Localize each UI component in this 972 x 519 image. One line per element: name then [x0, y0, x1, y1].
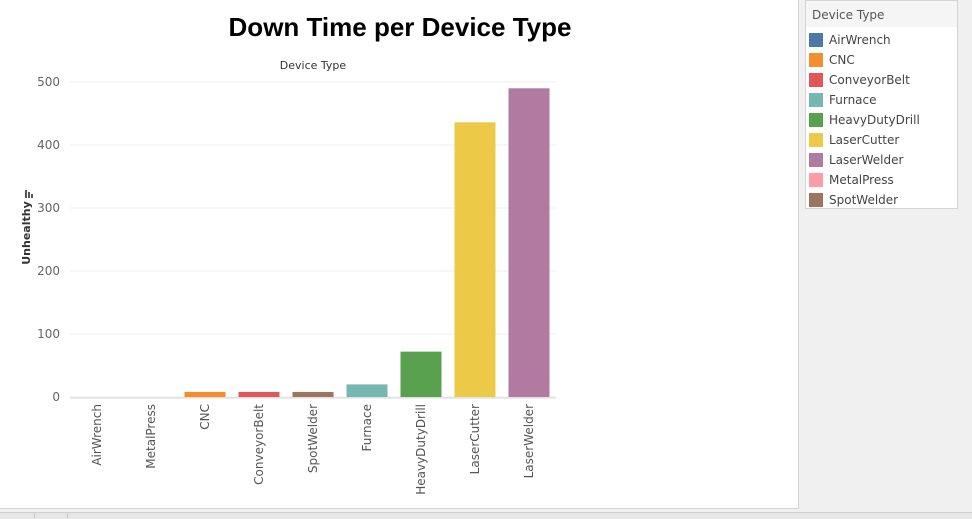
x-tick-label: HeavyDutyDrill	[414, 404, 428, 495]
bar-spotwelder	[292, 391, 334, 397]
legend-item[interactable]: CNC	[809, 52, 855, 68]
legend-title: Device Type	[806, 1, 957, 27]
bar-conveyorbelt	[238, 391, 280, 397]
bar-cnc	[184, 391, 226, 397]
worksheet-canvas: Down Time per Device Type 0 100 200 300 400 5…	[0, 0, 799, 509]
bar-chart: 0 100 200 300 400 500 Device Type Unhealthy AirW…	[20, 59, 556, 495]
y-tick-label: 500	[37, 75, 60, 89]
legend-swatch	[809, 133, 823, 147]
chart-title: Down Time per Device Type	[228, 12, 572, 42]
legend-label: LaserCutter	[829, 133, 900, 147]
legend-swatch	[809, 33, 823, 47]
y-tick-label: 400	[37, 138, 60, 152]
legend-item[interactable]: SpotWelder	[809, 192, 898, 208]
sort-descending-icon-bar	[31, 194, 33, 198]
sort-descending-icon	[25, 190, 27, 198]
legend-swatch	[809, 113, 823, 127]
sheet-tab-handle[interactable]	[34, 513, 68, 518]
legend-label: CNC	[829, 53, 855, 67]
legend-swatch	[809, 193, 823, 207]
legend-swatch	[809, 153, 823, 167]
y-axis-title: Unhealthy	[20, 201, 33, 265]
x-tick-label: MetalPress	[144, 404, 158, 469]
bottom-scroll-strip	[0, 512, 972, 519]
legend-item[interactable]: LaserCutter	[809, 132, 899, 148]
y-tick-label: 100	[37, 327, 60, 341]
legend-item[interactable]: ConveyorBelt	[809, 72, 910, 88]
legend-label: LaserWelder	[829, 153, 904, 167]
bar-furnace	[346, 384, 388, 397]
legend-panel: Device Type AirWrench CNC ConveyorBelt Furn…	[805, 0, 958, 209]
legend-item[interactable]: MetalPress	[809, 172, 894, 188]
legend-swatch	[809, 93, 823, 107]
legend-item[interactable]: AirWrench	[809, 32, 891, 48]
x-tick-label: Furnace	[360, 404, 374, 452]
sort-descending-icon-bar	[28, 192, 30, 198]
x-axis-title: Device Type	[280, 59, 347, 72]
bar-heavydutydrill	[400, 351, 442, 397]
x-tick-label: SpotWelder	[306, 404, 320, 473]
legend-item[interactable]: Furnace	[809, 92, 877, 108]
legend-item[interactable]: LaserWelder	[809, 152, 903, 168]
bar-laserwelder	[508, 88, 550, 398]
x-tick-label: LaserCutter	[468, 404, 482, 474]
legend-swatch	[809, 173, 823, 187]
legend-label: SpotWelder	[829, 193, 899, 207]
x-tick-label: ConveyorBelt	[252, 404, 266, 485]
legend-label: MetalPress	[829, 173, 894, 187]
x-tick-label: CNC	[198, 404, 212, 430]
legend-swatch	[809, 53, 823, 67]
legend-label: AirWrench	[829, 33, 891, 47]
x-tick-label: LaserWelder	[522, 404, 536, 478]
legend-swatch	[809, 73, 823, 87]
bar-lasercutter	[454, 122, 496, 397]
legend-label: Furnace	[829, 93, 877, 107]
y-tick-label: 0	[52, 390, 60, 404]
legend-label: HeavyDutyDrill	[829, 113, 920, 127]
legend-item[interactable]: HeavyDutyDrill	[809, 112, 920, 128]
legend-label: ConveyorBelt	[829, 73, 910, 87]
y-tick-label: 300	[37, 201, 60, 215]
x-tick-label: AirWrench	[90, 404, 104, 466]
y-tick-label: 200	[37, 264, 60, 278]
